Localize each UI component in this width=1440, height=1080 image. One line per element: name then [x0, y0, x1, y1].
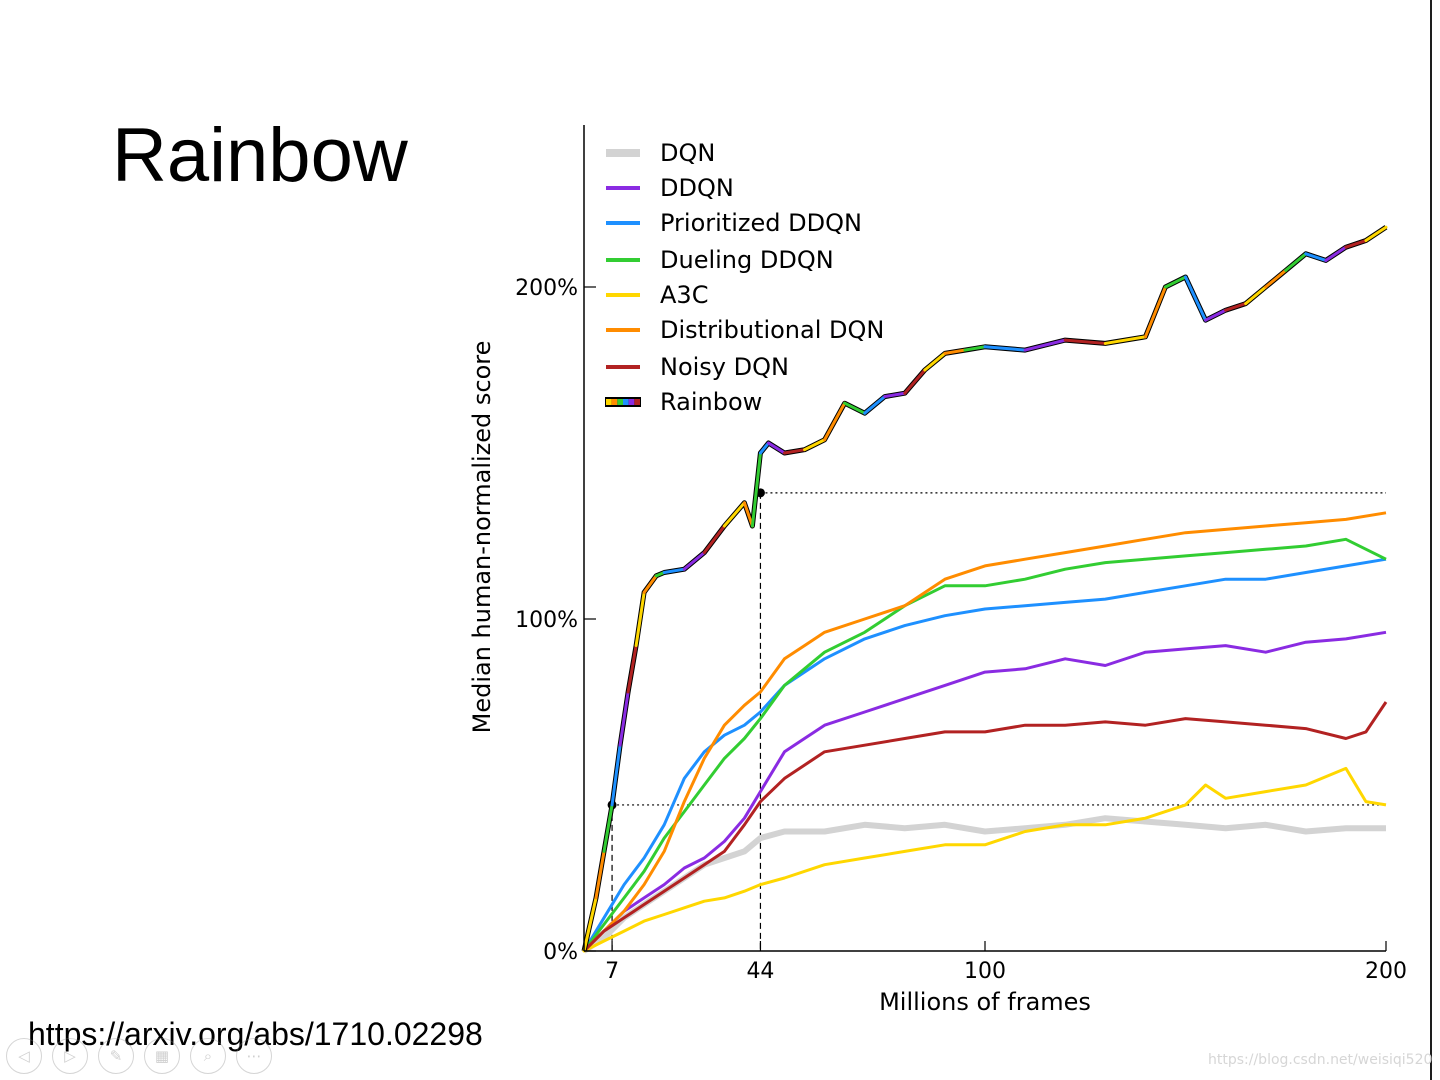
legend-label-noisy-dqn: Noisy DQN — [660, 353, 789, 381]
slideshow-nav-controls: ◁ ▷ ✎ ▦ ⌕ ⋯ — [6, 1038, 272, 1074]
legend-label-distributional-dqn: Distributional DQN — [660, 316, 884, 344]
series-segment-rainbow — [1143, 285, 1167, 339]
series-segment-rainbow — [943, 348, 967, 355]
series-segment-rainbow — [863, 395, 887, 415]
chart-legend: DQN DDQN Prioritized DDQN Dueling DDQN A3C Di… — [605, 139, 884, 416]
series-segment-rainbow — [1163, 275, 1187, 289]
series-line-prioritized-ddqn — [582, 557, 1387, 952]
series-segment-rainbow — [1264, 268, 1288, 289]
x-axis-label: Millions of frames — [879, 988, 1091, 1016]
series-segment-rainbow — [750, 451, 762, 528]
previous-icon[interactable]: ◁ — [6, 1038, 42, 1074]
legend-swatch-rainbow — [617, 399, 623, 405]
series-segment-rainbow — [642, 574, 658, 594]
series-segment-rainbow — [1284, 252, 1308, 272]
series-segment-rainbow — [702, 524, 726, 555]
series-line-distributional-dqn — [582, 511, 1387, 953]
series-segment-rainbow — [1023, 338, 1067, 352]
series-segment-rainbow — [662, 567, 686, 575]
legend-swatch-rainbow — [634, 399, 640, 405]
series-line-dueling-ddqn — [582, 537, 1387, 952]
series-segment-rainbow — [903, 368, 927, 395]
series-segment-rainbow — [1344, 239, 1368, 249]
series-segment-rainbow — [823, 401, 847, 442]
legend-swatch-rainbow — [611, 399, 618, 405]
watermark: https://blog.csdn.net/weisiqi520 — [1208, 1052, 1433, 1068]
series-line-ddqn — [582, 630, 1387, 953]
chart-axes: 7 44 100 200 0% 100% 200% — [515, 125, 1407, 984]
series-segment-rainbow — [594, 849, 606, 900]
series-segment-rainbow — [983, 345, 1027, 352]
series-segment-rainbow — [1063, 338, 1107, 345]
series-line-noisy-dqn — [582, 701, 1388, 953]
slides-grid-icon[interactable]: ▦ — [144, 1038, 180, 1074]
more-icon[interactable]: ⋯ — [236, 1038, 272, 1074]
legend-label-dqn: DQN — [660, 139, 715, 167]
series-segment-rainbow — [610, 743, 622, 807]
y-tick-label: 0% — [543, 940, 578, 965]
series-segment-rainbow — [634, 590, 646, 648]
series-segment-rainbow — [843, 401, 867, 415]
reference-lines — [607, 488, 1386, 951]
series-segment-rainbow — [742, 501, 754, 528]
series-segment-rainbow — [1244, 285, 1268, 306]
legend-label-ddqn: DDQN — [660, 174, 734, 202]
slide-right-border — [1430, 0, 1432, 1080]
series-segment-rainbow — [1184, 275, 1208, 322]
legend-label-dueling-ddqn: Dueling DDQN — [660, 246, 834, 274]
series-segment-rainbow — [1224, 302, 1248, 312]
series-segment-rainbow — [963, 345, 987, 352]
series-segment-rainbow — [1204, 308, 1228, 322]
series-segment-rainbow — [626, 644, 638, 694]
series-segment-rainbow — [783, 448, 807, 455]
y-tick-label: 100% — [515, 608, 578, 633]
series-segment-rainbow — [618, 690, 630, 747]
next-icon[interactable]: ▷ — [52, 1038, 88, 1074]
legend-label-prioritized-ddqn: Prioritized DDQN — [660, 209, 862, 237]
legend-label-rainbow: Rainbow — [660, 388, 762, 416]
series-segment-rainbow — [1304, 252, 1328, 262]
zoom-icon[interactable]: ⌕ — [190, 1038, 226, 1074]
x-tick-label: 200 — [1365, 959, 1407, 984]
series-segment-rainbow — [582, 896, 598, 953]
series-line-a3c — [583, 766, 1387, 953]
series-segment-rainbow — [1103, 335, 1147, 345]
series-segment-rainbow — [1324, 245, 1348, 262]
legend-label-a3c: A3C — [660, 281, 708, 309]
y-axis-label: Median human-normalized score — [468, 341, 496, 734]
x-tick-label: 44 — [746, 959, 774, 984]
series-segment-rainbow — [883, 391, 907, 399]
series-lines — [581, 225, 1388, 954]
series-segment-rainbow — [682, 551, 706, 571]
series-segment-rainbow — [602, 803, 614, 853]
pen-icon[interactable]: ✎ — [98, 1038, 134, 1074]
series-line-dqn — [582, 815, 1386, 954]
legend-swatch-rainbow — [628, 399, 635, 405]
series-segment-rainbow — [1364, 225, 1388, 243]
series-segment-rainbow — [758, 441, 770, 455]
y-tick-label: 200% — [515, 276, 578, 301]
series-segment-rainbow — [803, 438, 827, 452]
slide-title: Rainbow — [112, 113, 408, 198]
series-segment-rainbow — [722, 501, 746, 528]
series-segment-rainbow — [923, 351, 947, 372]
x-tick-label: 7 — [605, 959, 619, 984]
x-tick-label: 100 — [964, 959, 1006, 984]
series-segment-rainbow — [766, 441, 786, 455]
legend-swatch-rainbow — [623, 399, 629, 405]
legend-swatch-rainbow — [606, 399, 612, 405]
